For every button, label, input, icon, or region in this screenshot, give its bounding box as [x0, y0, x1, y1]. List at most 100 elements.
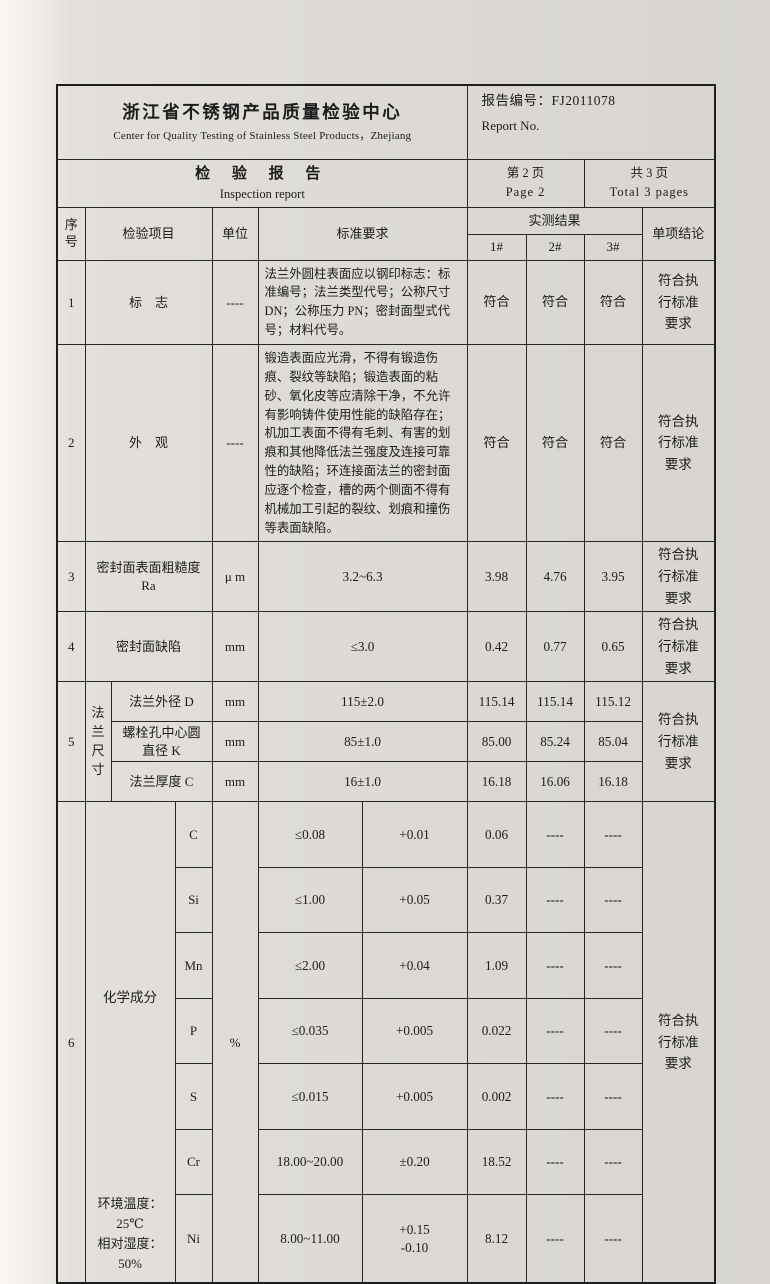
result-1: 16.18 [466, 761, 527, 803]
result-3: 115.12 [583, 681, 643, 723]
col-header-conclusion: 单项结论 [641, 206, 716, 261]
table-row-marking: 1 标 志 ---- 法兰外圆柱表面应以钢印标志：标准编号；法兰类型代号；公称尺… [56, 259, 716, 346]
result-1: 0.002 [466, 1063, 527, 1130]
table-row-chem-si: Si ≤1.00 +0.05 0.37 ---- ---- [57, 866, 715, 934]
title-row: 检 验 报 告 Inspection report 第 2 页 Page 2 共… [56, 158, 716, 208]
table-row-chem-c: 6 化学成分 环境温度： 25℃ 相对湿度： 50% C % ≤0.08 +0.… [56, 801, 716, 1284]
standard-limit: ≤2.00 [257, 932, 363, 999]
row-no: 1 [56, 259, 86, 346]
result-1: 0.06 [466, 801, 527, 868]
unit-value: ---- [211, 259, 259, 346]
standard-limit: 18.00~20.00 [257, 1128, 363, 1196]
tolerance: +0.01 [361, 801, 468, 868]
result-3: 0.65 [583, 611, 643, 683]
report-title-en: Inspection report [219, 186, 305, 201]
col-header-sample3: 3# [583, 233, 643, 261]
column-header-row-2: 1# 2# 3# [57, 233, 715, 261]
result-3: ---- [583, 1128, 643, 1196]
element-symbol: P [174, 997, 213, 1065]
result-1: 0.022 [466, 997, 527, 1065]
result-3: ---- [583, 997, 643, 1065]
conclusion-value: 符合执行标准要求 [641, 259, 716, 346]
row-no: 3 [56, 541, 86, 613]
table-row-appearance: 2 外 观 ---- 锻造表面应光滑，不得有锻造伤痕、裂纹等缺陷；锻造表面的粘砂… [56, 343, 716, 543]
result-1: 符合 [466, 343, 527, 543]
item-name: 密封面表面粗糙度 Ra [84, 541, 213, 613]
page-en: Page 2 [505, 185, 546, 200]
result-2: 115.14 [525, 681, 585, 723]
tolerance: +0.15 -0.10 [361, 1194, 468, 1284]
total-zh: 共 3 页 [630, 166, 669, 181]
inspection-report-table: 浙江省不锈钢产品质量检验中心 Center for Quality Testin… [56, 84, 717, 1284]
item-name: 外 观 [84, 343, 213, 543]
header-row: 浙江省不锈钢产品质量检验中心 Center for Quality Testin… [56, 84, 716, 160]
result-2: ---- [525, 997, 585, 1065]
item-name: 标 志 [84, 259, 213, 346]
table-row-flange-bolt-circle: 螺栓孔中心圆 直径 K mm 85±1.0 85.00 85.24 85.04 [57, 721, 715, 763]
conclusion-value: 符合执行标准要求 [641, 541, 716, 613]
org-name-cell: 浙江省不锈钢产品质量检验中心 Center for Quality Testin… [56, 84, 468, 160]
standard-limit: ≤0.035 [257, 997, 363, 1065]
element-symbol: Cr [174, 1128, 213, 1196]
org-name-en: Center for Quality Testing of Stainless … [113, 130, 412, 143]
table-row-seal-defect: 4 密封面缺陷 mm ≤3.0 0.42 0.77 0.65 符合执行标准要求 [56, 611, 716, 683]
standard-requirement: 锻造表面应光滑，不得有锻造伤痕、裂纹等缺陷；锻造表面的粘砂、氧化皮等应清除干净，… [257, 343, 468, 543]
standard-requirement: 法兰外圆柱表面应以钢印标志：标准编号；法兰类型代号；公称尺寸 DN；公称压力 P… [257, 259, 468, 346]
result-2: 85.24 [525, 721, 585, 763]
result-3: 符合 [583, 259, 643, 346]
report-no-en: Report No. [481, 118, 540, 134]
standard-limit: 8.00~11.00 [257, 1194, 363, 1284]
result-3: ---- [583, 866, 643, 934]
result-3: 3.95 [583, 541, 643, 613]
element-symbol: Ni [174, 1194, 213, 1284]
inspection-report-sheet: 浙江省不锈钢产品质量检验中心 Center for Quality Testin… [56, 84, 717, 1284]
result-2: 符合 [525, 343, 585, 543]
conclusion-value: 符合执行标准要求 [641, 681, 716, 803]
result-3: ---- [583, 1063, 643, 1130]
result-1: 115.14 [466, 681, 527, 723]
tolerance: +0.005 [361, 1063, 468, 1130]
result-2: ---- [525, 1194, 585, 1284]
tolerance: ±0.20 [361, 1128, 468, 1196]
result-3: 符合 [583, 343, 643, 543]
item-name: 法兰外径 D [110, 681, 213, 723]
result-3: ---- [583, 1194, 643, 1284]
result-1: 0.42 [466, 611, 527, 683]
result-2: ---- [525, 1128, 585, 1196]
result-3: 85.04 [583, 721, 643, 763]
chemical-composition-label: 化学成分 [103, 989, 157, 1005]
environment-conditions: 环境温度： 25℃ 相对湿度： 50% [97, 1195, 163, 1272]
unit-value: mm [211, 721, 259, 763]
standard-requirement: 3.2~6.3 [257, 541, 468, 613]
unit-value: % [211, 801, 259, 1284]
element-symbol: Si [174, 866, 213, 934]
report-title-cell: 检 验 报 告 Inspection report [56, 158, 468, 208]
col-header-sample2: 2# [525, 233, 585, 261]
result-2: ---- [525, 1063, 585, 1130]
standard-requirement: 85±1.0 [257, 721, 468, 763]
element-symbol: S [174, 1063, 213, 1130]
tolerance: +0.005 [361, 997, 468, 1065]
standard-limit: ≤0.08 [257, 801, 363, 868]
item-name: 法兰厚度 C [110, 761, 213, 803]
col-header-measured: 实测结果 [466, 206, 643, 235]
row-no: 2 [56, 343, 86, 543]
report-no-cell: 报告编号：FJ2011078 Report No. [466, 84, 716, 160]
standard-requirement: 16±1.0 [257, 761, 468, 803]
table-row-flange-thickness: 法兰厚度 C mm 16±1.0 16.18 16.06 16.18 [57, 761, 715, 803]
table-row-flange-od: 5 法兰尺寸 法兰外径 D mm 115±2.0 115.14 115.14 1… [56, 681, 716, 803]
conclusion-value: 符合执行标准要求 [641, 801, 716, 1284]
result-2: ---- [525, 866, 585, 934]
total-pages-indicator: 共 3 页 Total 3 pages [583, 158, 716, 208]
unit-value: mm [211, 611, 259, 683]
report-no: 报告编号：FJ2011078 [481, 93, 616, 108]
unit-value: mm [211, 761, 259, 803]
group-label-flange: 法兰尺寸 [84, 681, 112, 803]
column-header-row-1: 序号 检验项目 单位 标准要求 实测结果 单项结论 [56, 206, 716, 261]
result-1: 18.52 [466, 1128, 527, 1196]
total-en: Total 3 pages [609, 185, 690, 200]
col-header-sample1: 1# [466, 233, 527, 261]
result-2: 0.77 [525, 611, 585, 683]
result-1: 85.00 [466, 721, 527, 763]
